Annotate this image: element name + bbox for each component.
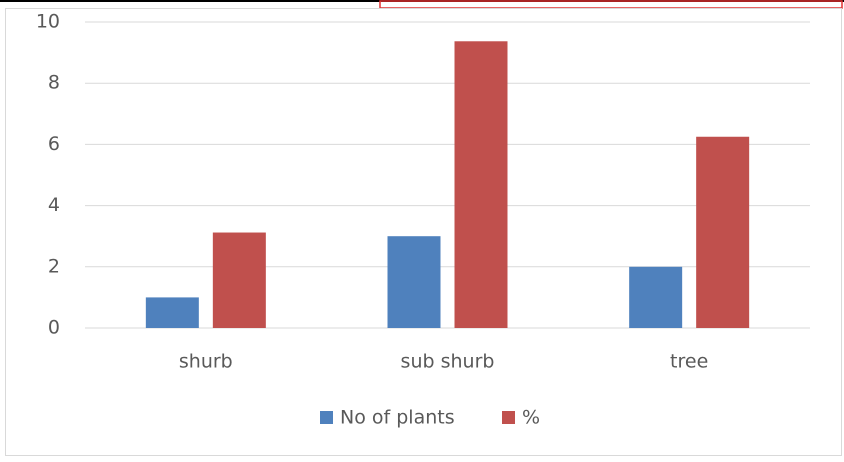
y-tick-label: 0 bbox=[48, 317, 60, 339]
bar bbox=[145, 297, 199, 328]
y-tick-label: 6 bbox=[48, 133, 60, 155]
chart-border bbox=[5, 8, 842, 456]
x-tick-label: tree bbox=[670, 351, 708, 373]
y-tick-label: 10 bbox=[36, 11, 60, 33]
bar bbox=[387, 236, 441, 328]
bar bbox=[629, 266, 683, 328]
y-tick-label: 2 bbox=[48, 255, 60, 277]
legend-label: % bbox=[522, 407, 540, 429]
legend-swatch bbox=[502, 411, 515, 424]
legend-label: No of plants bbox=[340, 407, 455, 429]
y-tick-label: 8 bbox=[48, 72, 60, 94]
bar bbox=[454, 41, 508, 328]
x-tick-label: shurb bbox=[179, 351, 233, 373]
bar bbox=[212, 232, 266, 328]
y-tick-label: 4 bbox=[48, 194, 60, 216]
x-tick-label: sub shurb bbox=[401, 351, 495, 373]
bar bbox=[696, 136, 750, 328]
legend-swatch bbox=[320, 411, 333, 424]
